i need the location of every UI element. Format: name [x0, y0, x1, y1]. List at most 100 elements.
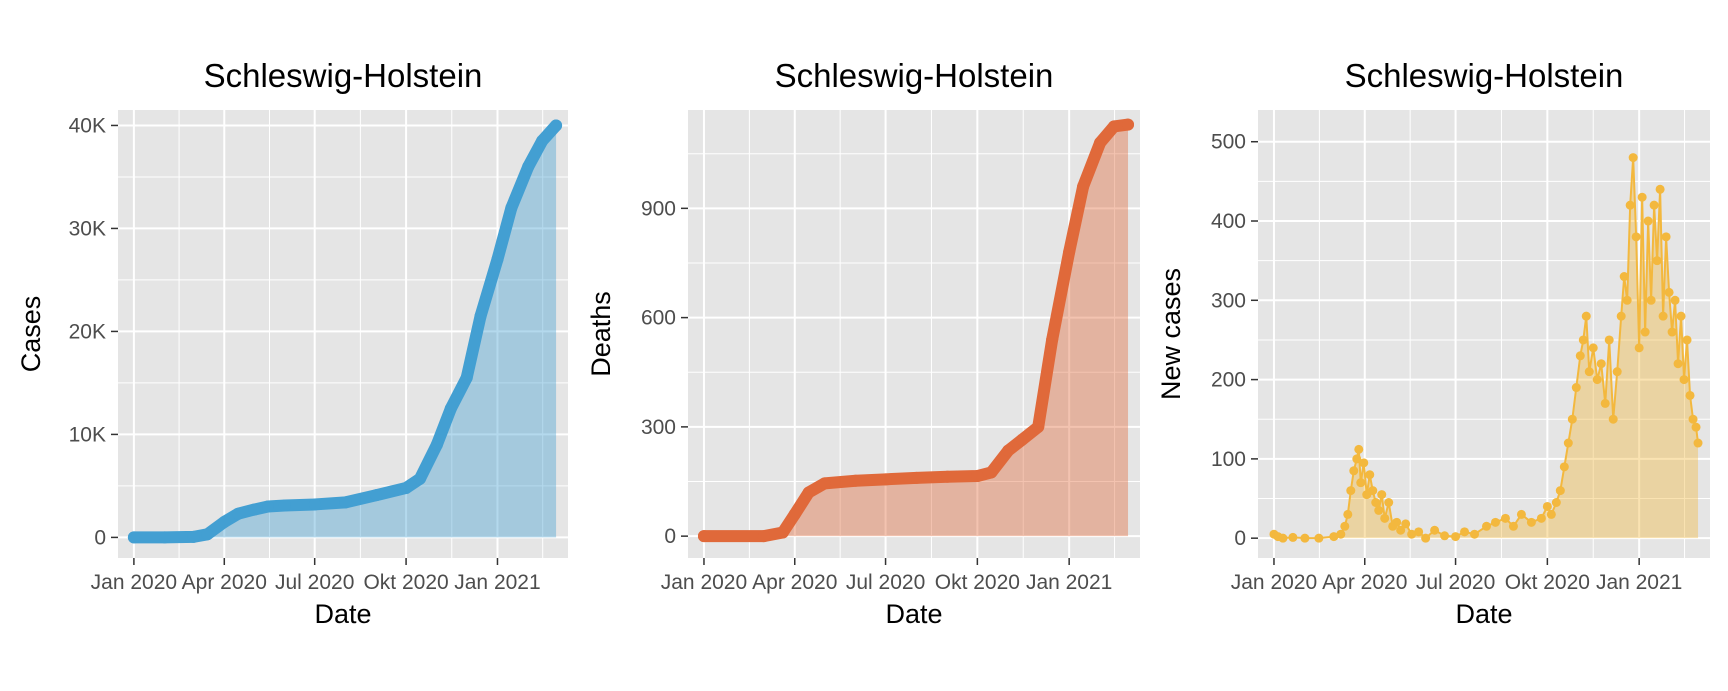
data-point: [1368, 486, 1378, 496]
y-axis-title: Cases: [16, 296, 46, 373]
data-point: [1392, 517, 1402, 527]
x-tick-label: Apr 2020: [1322, 571, 1407, 594]
data-point: [1460, 527, 1470, 537]
data-point: [776, 526, 789, 539]
x-tick-label: Jan 2020: [91, 571, 177, 594]
data-point: [1643, 216, 1653, 226]
x-axis-title: Date: [314, 599, 371, 629]
x-tick-label: Jul 2020: [846, 571, 925, 594]
data-point: [788, 508, 801, 521]
x-tick-label: Jan 2021: [1026, 571, 1112, 594]
data-point: [1588, 343, 1598, 353]
data-point: [232, 507, 245, 520]
data-point: [474, 309, 487, 322]
x-tick-label: Apr 2020: [752, 571, 837, 594]
x-tick-label: Jul 2020: [1416, 571, 1495, 594]
data-point: [1500, 513, 1510, 523]
plot-background: [118, 110, 568, 558]
y-tick-label: 300: [1211, 289, 1246, 312]
data-point: [127, 531, 140, 544]
data-point: [1551, 497, 1561, 507]
data-point: [1314, 533, 1324, 543]
y-tick-label: 200: [1211, 369, 1246, 392]
data-point: [1555, 486, 1565, 496]
data-point: [941, 470, 954, 483]
data-point: [1288, 532, 1298, 542]
data-point: [971, 470, 984, 483]
data-point: [1356, 478, 1366, 488]
data-point: [1667, 327, 1677, 337]
x-tick-label: Okt 2020: [1505, 571, 1590, 594]
data-point: [1679, 375, 1689, 385]
data-point: [1340, 521, 1350, 531]
y-tick-label: 300: [641, 416, 676, 439]
area-fill: [703, 124, 1129, 537]
y-tick-label: 0: [94, 526, 106, 549]
data-point: [1329, 532, 1339, 542]
data-point: [158, 531, 171, 544]
data-point: [1336, 529, 1346, 539]
data-point: [187, 530, 200, 543]
y-tick-label: 600: [641, 307, 676, 330]
data-point: [1604, 335, 1614, 345]
data-point: [1688, 414, 1698, 424]
y-tick-label: 500: [1211, 131, 1246, 154]
data-point: [1526, 517, 1536, 527]
data-point: [1380, 513, 1390, 523]
data-point: [1612, 367, 1622, 377]
chart-title: Schleswig-Holstein: [1345, 57, 1624, 94]
data-point: [1622, 295, 1632, 305]
y-tick-label: 900: [641, 197, 676, 220]
area-fill: [133, 125, 557, 538]
chart-panel-1: 0 10K 20K 30K 40K Jan 2020 Apr 2020 Jul 2020 Okt…: [16, 57, 568, 629]
data-point: [1349, 466, 1359, 476]
data-point: [1625, 200, 1635, 210]
data-point: [1094, 136, 1107, 149]
data-point: [1414, 527, 1424, 537]
data-point: [1567, 414, 1577, 424]
data-point: [985, 466, 998, 479]
data-point: [444, 402, 457, 415]
x-tick-label: Jan 2021: [1596, 571, 1682, 594]
data-point: [1640, 327, 1650, 337]
data-point: [1516, 509, 1526, 519]
y-tick-label: 400: [1211, 210, 1246, 233]
x-tick-label: Jan 2020: [1231, 571, 1317, 594]
data-point: [1628, 153, 1638, 163]
data-point: [1673, 359, 1683, 369]
chart-title: Schleswig-Holstein: [775, 57, 1054, 94]
x-tick-label: Okt 2020: [363, 571, 448, 594]
y-tick-label: 0: [1234, 527, 1246, 550]
x-tick-label: Apr 2020: [182, 571, 267, 594]
data-point: [1002, 444, 1015, 457]
data-point: [1563, 438, 1573, 448]
data-point: [1670, 295, 1680, 305]
data-point: [370, 489, 383, 502]
y-tick-label: 40K: [69, 114, 106, 137]
data-point: [1451, 532, 1461, 542]
data-point: [1691, 422, 1701, 432]
data-point: [1401, 519, 1411, 529]
data-point: [413, 472, 426, 485]
data-point: [1371, 497, 1381, 507]
data-point: [879, 473, 892, 486]
data-point: [1542, 501, 1552, 511]
x-tick-label: Okt 2020: [935, 571, 1020, 594]
data-point: [1421, 533, 1431, 543]
data-point: [697, 530, 710, 543]
data-point: [1685, 390, 1695, 400]
data-point: [1571, 383, 1581, 393]
data-point: [536, 134, 549, 147]
data-point: [1343, 509, 1353, 519]
data-point: [1374, 505, 1384, 515]
y-tick-label: 0: [664, 525, 676, 548]
data-point: [505, 201, 518, 214]
data-point: [1352, 454, 1362, 464]
data-point: [910, 471, 923, 484]
data-point: [1046, 333, 1059, 346]
data-point: [1682, 335, 1692, 345]
data-point: [1634, 343, 1644, 353]
y-tick-label: 30K: [69, 217, 106, 240]
data-point: [1652, 256, 1662, 266]
